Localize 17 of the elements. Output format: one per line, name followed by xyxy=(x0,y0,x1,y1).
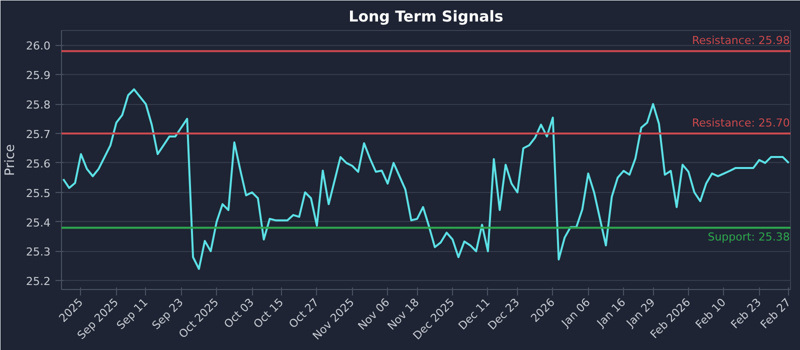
y-tick-label: 25.3 xyxy=(26,246,51,259)
y-tick-label: 25.6 xyxy=(26,157,51,170)
y-tick-label: 25.9 xyxy=(26,69,51,82)
y-tick-label: 25.8 xyxy=(26,98,51,112)
x-tick-label: Jan 06 xyxy=(558,296,593,330)
line-series xyxy=(62,88,790,270)
ref-line-label: Support: 25.38 xyxy=(708,230,790,244)
y-tick-label: 25.7 xyxy=(26,128,51,142)
y-tick-label: 25.5 xyxy=(26,186,51,200)
x-tick-label: Feb 10 xyxy=(693,296,728,332)
y-tick-label: 25.4 xyxy=(26,216,51,230)
chart-title: Long Term Signals xyxy=(348,8,504,26)
ref-line-label: Resistance: 25.70 xyxy=(692,116,790,130)
ref-line-label: Resistance: 25.98 xyxy=(692,34,790,48)
y-tick-label: 25.2 xyxy=(26,275,51,288)
y-axis-title: Price xyxy=(3,144,18,176)
y-tick-label: 26.0 xyxy=(26,40,51,53)
